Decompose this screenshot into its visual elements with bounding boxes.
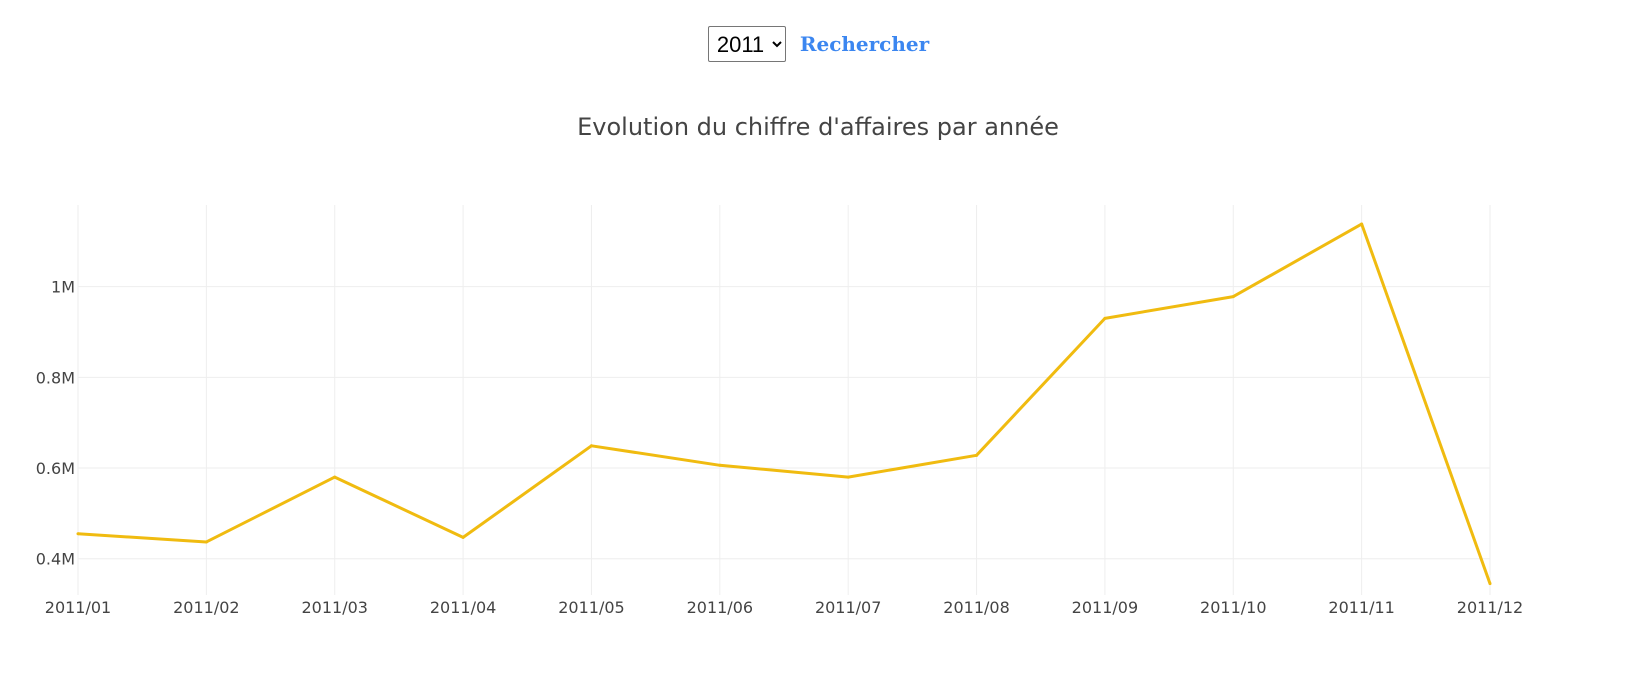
x-tick-label: 2011/10 (1200, 598, 1266, 617)
data-point[interactable] (846, 475, 850, 479)
data-point[interactable] (204, 540, 208, 544)
data-point[interactable] (1103, 316, 1107, 320)
y-tick-label: 1M (51, 278, 75, 297)
y-tick-label: 0.4M (36, 550, 75, 569)
x-tick-label: 2011/01 (45, 598, 111, 617)
data-point[interactable] (333, 475, 337, 479)
data-point[interactable] (589, 444, 593, 448)
data-point[interactable] (1488, 582, 1492, 586)
x-tick-label: 2011/03 (301, 598, 367, 617)
data-point[interactable] (718, 463, 722, 467)
x-tick-label: 2011/07 (815, 598, 881, 617)
y-axis-ticks: 0.4M 0.6M 0.8M 1M (36, 278, 75, 569)
data-point[interactable] (76, 532, 80, 536)
x-tick-label: 2011/04 (430, 598, 496, 617)
data-point[interactable] (1360, 222, 1364, 226)
year-select[interactable]: 2011 (707, 26, 786, 62)
x-tick-label: 2011/06 (687, 598, 753, 617)
x-tick-label: 2011/05 (558, 598, 624, 617)
x-tick-label: 2011/02 (173, 598, 239, 617)
series-line (77, 222, 1492, 585)
grid-lines (77, 205, 1491, 595)
series-revenue (76, 222, 1492, 586)
data-point[interactable] (461, 535, 465, 539)
data-point[interactable] (975, 453, 979, 457)
data-point[interactable] (1231, 295, 1235, 299)
y-tick-label: 0.6M (36, 459, 75, 478)
filter-controls: 2011 Rechercher (0, 26, 1637, 62)
y-tick-label: 0.8M (36, 368, 75, 387)
x-tick-label: 2011/08 (943, 598, 1009, 617)
x-tick-label: 2011/11 (1328, 598, 1394, 617)
x-axis-ticks: 2011/01 2011/02 2011/03 2011/04 2011/05 2011/… (45, 598, 1523, 617)
x-tick-label: 2011/12 (1457, 598, 1523, 617)
x-tick-label: 2011/09 (1072, 598, 1138, 617)
search-button[interactable]: Rechercher (799, 32, 930, 56)
chart-title: Evolution du chiffre d'affaires par anné… (577, 113, 1059, 141)
